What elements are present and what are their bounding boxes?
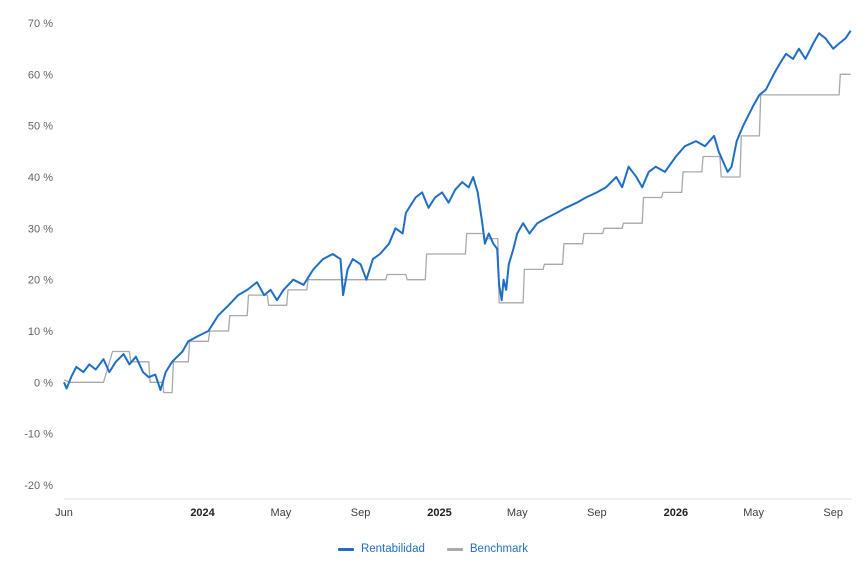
y-tick-label: 10 % <box>28 326 53 338</box>
x-tick-label: Sep <box>823 507 843 519</box>
series-line-rentabilidad <box>63 30 852 391</box>
x-tick-label: 2024 <box>190 507 215 519</box>
legend-label-benchmark: Benchmark <box>469 543 529 555</box>
y-tick-label: 60 % <box>28 69 53 81</box>
x-tick-label: Sep <box>587 507 607 519</box>
x-tick-label: May <box>743 507 764 519</box>
legend-label-rentabilidad: Rentabilidad <box>360 543 425 555</box>
series-line-benchmark <box>63 73 851 394</box>
x-tick-label: 2025 <box>427 507 451 519</box>
legend-item-benchmark[interactable]: Benchmark <box>446 543 529 555</box>
y-tick-label: 50 % <box>28 121 53 133</box>
x-tick-label: 2026 <box>664 507 688 519</box>
legend-swatch-rentabilidad <box>337 547 354 551</box>
x-tick-label: May <box>507 507 528 519</box>
x-tick-label: Sep <box>351 507 371 519</box>
y-tick-label: 70 % <box>28 18 53 30</box>
y-tick-label: 0 % <box>34 377 53 389</box>
y-tick-label: 40 % <box>28 172 53 184</box>
y-tick-label: 20 % <box>28 275 53 287</box>
chart-legend: Rentabilidad Benchmark <box>0 543 866 555</box>
legend-item-rentabilidad[interactable]: Rentabilidad <box>337 543 425 555</box>
legend-swatch-benchmark <box>446 547 463 551</box>
y-tick-label: -20 % <box>24 480 53 492</box>
y-tick-label: -10 % <box>24 429 53 441</box>
x-tick-label: Jun <box>55 507 73 519</box>
x-tick-label: May <box>271 507 292 519</box>
y-tick-label: 30 % <box>28 223 53 235</box>
